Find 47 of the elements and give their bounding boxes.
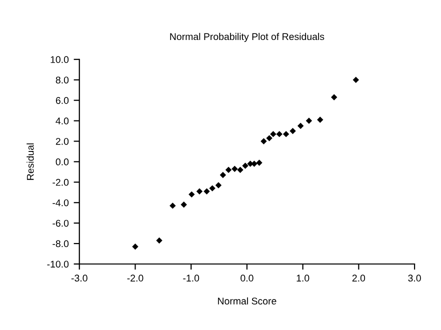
point [330,94,338,100]
x-tick-label: 2.0 [352,274,366,282]
y-tick-label: 4.0 [56,118,69,124]
point [170,202,176,209]
y-axis-title: Residual [26,143,34,180]
point [270,130,276,138]
point [237,166,244,173]
point [290,128,296,134]
y-tick-label: 10.0 [50,56,69,64]
point [188,191,195,198]
point [260,138,267,144]
point [204,188,210,194]
y-tick-label: -6.0 [52,220,69,227]
y-tick-label: 8.0 [56,76,69,84]
point [209,185,216,192]
y-tick-label: -4.0 [52,199,69,206]
y-tick-label: 2.0 [56,138,69,145]
x-tick-label: 3.0 [408,274,421,282]
y-tick-label: -2.0 [52,178,69,186]
point [282,130,290,138]
point [317,116,324,123]
point [306,118,312,124]
x-tick-label: 1.0 [296,274,310,282]
point [156,237,162,244]
point [220,172,226,178]
point [266,135,272,142]
point [225,166,232,173]
x-tick-label: -2.0 [127,274,144,282]
point [132,244,138,250]
point [242,162,248,169]
point [180,202,187,208]
point [297,122,304,129]
y-tick-label: 0.0 [56,158,69,166]
point [215,182,222,188]
point [232,166,238,172]
x-tick-label: -1.0 [183,274,200,282]
x-axis-title: Normal Score [218,297,276,305]
chart-title: Normal Probability Plot of Residuals [170,32,324,42]
x-tick-label: -3.0 [71,274,88,282]
point [196,188,203,194]
y-tick-label: 6.0 [56,97,69,104]
point [276,130,282,138]
y-tick-label: -8.0 [52,240,69,248]
point [256,160,262,166]
y-tick-label: -10.0 [47,260,69,268]
x-tick-label: 0.0 [240,274,254,282]
point [352,76,359,83]
